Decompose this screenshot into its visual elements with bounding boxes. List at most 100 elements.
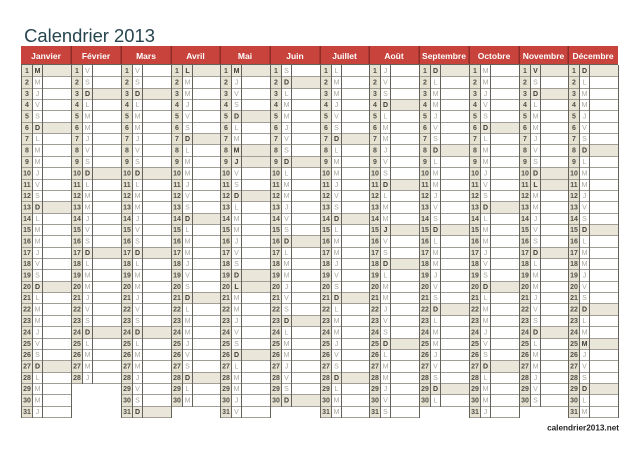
svg-text:V: V	[582, 364, 587, 371]
svg-text:6: 6	[324, 125, 328, 132]
svg-text:13: 13	[73, 205, 81, 212]
svg-text:3: 3	[423, 91, 427, 98]
svg-text:27: 27	[173, 364, 181, 371]
svg-text:S: S	[234, 341, 239, 348]
svg-text:S: S	[85, 159, 90, 166]
svg-text:L: L	[484, 295, 488, 302]
svg-text:25: 25	[371, 341, 379, 348]
svg-text:15: 15	[421, 227, 429, 234]
svg-text:18: 18	[322, 261, 330, 268]
svg-text:4: 4	[175, 102, 179, 109]
svg-text:L: L	[434, 398, 438, 405]
svg-text:18: 18	[471, 261, 479, 268]
svg-text:M: M	[533, 114, 539, 121]
svg-text:27: 27	[123, 364, 131, 371]
svg-text:31: 31	[371, 409, 379, 416]
svg-text:V: V	[334, 352, 339, 359]
svg-text:20: 20	[421, 284, 429, 291]
svg-text:S: S	[383, 91, 388, 98]
svg-text:30: 30	[371, 398, 379, 405]
svg-text:22: 22	[222, 307, 230, 314]
svg-text:3: 3	[75, 91, 79, 98]
svg-text:28: 28	[23, 375, 31, 382]
svg-text:1: 1	[25, 68, 29, 75]
svg-text:M: M	[582, 341, 588, 348]
svg-text:M: M	[234, 136, 240, 143]
svg-text:J: J	[186, 341, 190, 348]
svg-text:8: 8	[75, 148, 79, 155]
svg-text:24: 24	[521, 330, 529, 337]
svg-text:7: 7	[473, 136, 477, 143]
svg-text:M: M	[433, 341, 439, 348]
svg-text:V: V	[284, 375, 289, 382]
svg-text:J: J	[484, 91, 488, 98]
svg-text:4: 4	[523, 102, 527, 109]
svg-text:M: M	[185, 330, 191, 337]
svg-text:V: V	[135, 148, 140, 155]
svg-text:S: S	[483, 352, 488, 359]
svg-text:D: D	[533, 171, 538, 178]
svg-text:S: S	[383, 171, 388, 178]
svg-text:M: M	[334, 330, 340, 337]
svg-text:16: 16	[521, 239, 529, 246]
svg-text:8: 8	[274, 148, 278, 155]
svg-text:18: 18	[73, 261, 81, 268]
svg-text:M: M	[135, 352, 141, 359]
svg-text:L: L	[384, 193, 388, 200]
svg-text:S: S	[135, 80, 140, 87]
svg-text:4: 4	[224, 102, 228, 109]
svg-text:V: V	[383, 318, 388, 325]
svg-text:17: 17	[73, 250, 81, 257]
svg-text:J: J	[384, 227, 388, 234]
svg-text:19: 19	[421, 273, 429, 280]
svg-text:18: 18	[272, 261, 280, 268]
svg-text:J: J	[583, 114, 587, 121]
svg-text:V: V	[85, 307, 90, 314]
svg-text:L: L	[534, 261, 538, 268]
svg-text:30: 30	[173, 398, 181, 405]
svg-text:M: M	[85, 125, 91, 132]
svg-text:M: M	[234, 216, 240, 223]
svg-text:M: M	[533, 284, 539, 291]
svg-text:24: 24	[123, 330, 131, 337]
svg-text:M: M	[383, 375, 389, 382]
svg-text:M: M	[582, 409, 588, 416]
svg-text:13: 13	[371, 205, 379, 212]
svg-text:S: S	[35, 114, 40, 121]
svg-text:16: 16	[471, 239, 479, 246]
svg-text:6: 6	[523, 125, 527, 132]
svg-text:9: 9	[125, 159, 129, 166]
svg-text:D: D	[582, 227, 587, 234]
svg-text:15: 15	[521, 227, 529, 234]
svg-text:L: L	[36, 295, 40, 302]
svg-text:30: 30	[471, 398, 479, 405]
svg-text:6: 6	[175, 125, 179, 132]
svg-text:S: S	[433, 375, 438, 382]
svg-text:20: 20	[123, 284, 131, 291]
svg-text:D: D	[284, 318, 289, 325]
svg-text:J: J	[36, 171, 40, 178]
svg-text:22: 22	[73, 307, 81, 314]
svg-text:28: 28	[371, 375, 379, 382]
svg-text:J: J	[583, 273, 587, 280]
svg-text:26: 26	[222, 352, 230, 359]
svg-text:7: 7	[274, 136, 278, 143]
svg-text:V: V	[185, 193, 190, 200]
svg-text:9: 9	[274, 159, 278, 166]
svg-text:D: D	[582, 68, 587, 75]
svg-text:11: 11	[322, 182, 330, 189]
svg-text:J: J	[534, 295, 538, 302]
svg-text:L: L	[335, 148, 339, 155]
svg-text:23: 23	[123, 318, 131, 325]
svg-text:M: M	[483, 386, 489, 393]
svg-text:S: S	[533, 318, 538, 325]
svg-text:4: 4	[473, 102, 477, 109]
svg-text:21: 21	[421, 295, 429, 302]
svg-text:19: 19	[222, 273, 230, 280]
svg-text:V: V	[433, 284, 438, 291]
svg-text:30: 30	[222, 398, 230, 405]
svg-text:J: J	[484, 171, 488, 178]
svg-text:5: 5	[274, 114, 278, 121]
svg-text:3: 3	[324, 91, 328, 98]
svg-text:M: M	[234, 375, 240, 382]
